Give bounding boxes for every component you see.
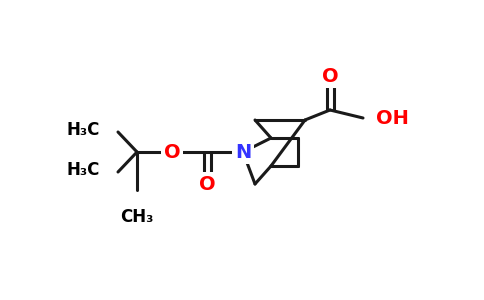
- Text: O: O: [199, 175, 215, 194]
- Text: N: N: [235, 142, 251, 161]
- Text: H₃C: H₃C: [67, 121, 100, 139]
- Text: CH₃: CH₃: [121, 208, 154, 226]
- Text: O: O: [322, 67, 338, 85]
- Text: O: O: [164, 142, 181, 161]
- Text: OH: OH: [376, 109, 409, 128]
- Text: H₃C: H₃C: [67, 161, 100, 179]
